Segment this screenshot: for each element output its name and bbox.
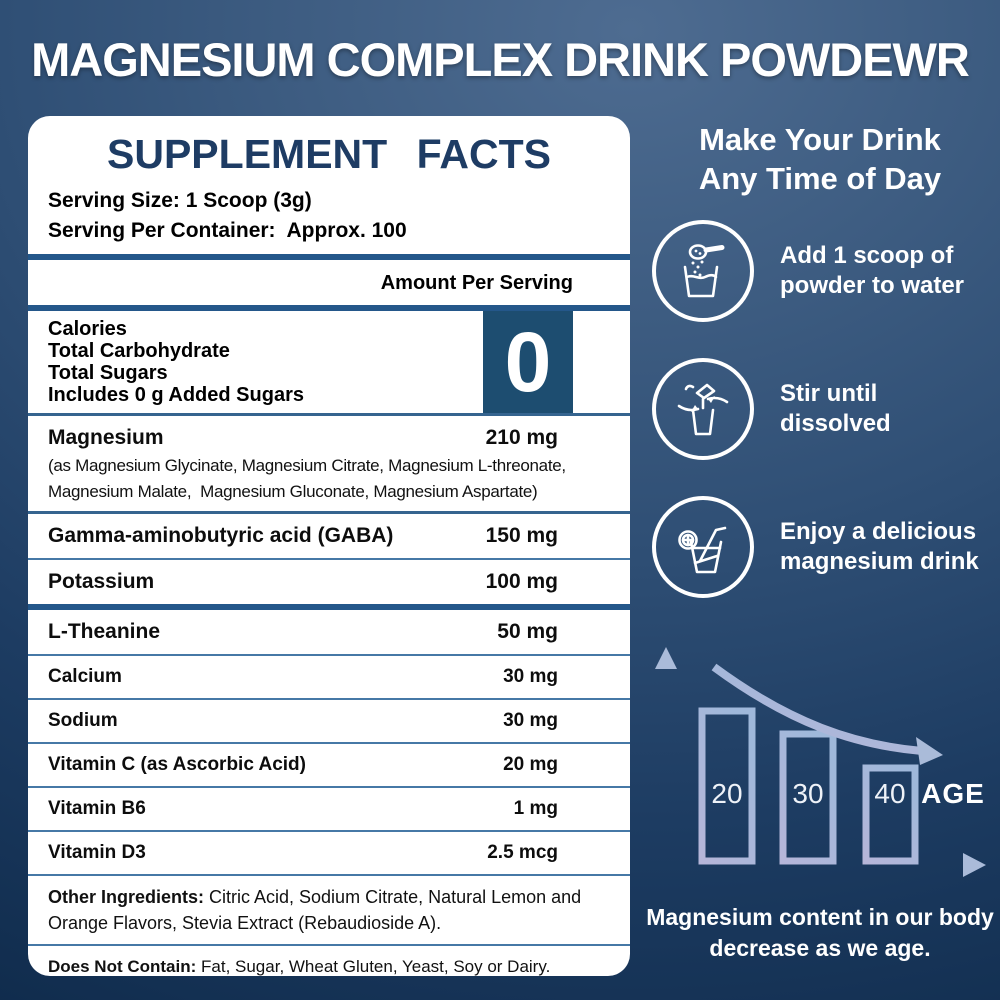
- step-text-line: Add 1 scoop of: [780, 242, 954, 269]
- bar-age-40: [862, 764, 919, 865]
- divider: [28, 254, 630, 260]
- nutrient-row-magnesium: Magnesium 210 mg: [28, 416, 630, 453]
- does-not-contain-label: Does Not Contain:: [48, 957, 197, 976]
- calories-row: Calories Total Carbohydrate Total Sugars…: [28, 311, 630, 413]
- age-axis-label: AGE: [921, 778, 985, 809]
- other-ingredients-label: Other Ingredients:: [48, 887, 205, 907]
- nutrient-row-calcium: Calcium 30 mg: [28, 656, 630, 698]
- page-title: MAGNESIUM COMPLEX DRINK POWDEWR: [31, 33, 970, 86]
- supplement-facts-panel: SUPPLEMENT FACTS Serving Size: 1 Scoop (…: [28, 116, 630, 976]
- nutrient-name: Gamma-aminobutyric acid (GABA): [48, 524, 394, 547]
- amount-per-serving-header: Amount Per Serving: [380, 272, 573, 294]
- zero-value-badge: 0: [483, 311, 573, 413]
- step-text-line: magnesium drink: [780, 548, 979, 575]
- heading-line-1: Make Your Drink: [699, 122, 941, 157]
- drink-glass-icon: [652, 496, 754, 598]
- divider: [28, 305, 630, 311]
- nutrient-row-sodium: Sodium 30 mg: [28, 700, 630, 742]
- does-not-contain-text: Fat, Sugar, Wheat Gluten, Yeast, Soy or …: [196, 957, 551, 976]
- step-text-line: Enjoy a delicious: [780, 518, 977, 545]
- nutrient-amount: 50 mg: [497, 620, 558, 643]
- bar-label-30: 30: [792, 778, 823, 809]
- step-text-line: Stir until: [780, 380, 878, 407]
- added-sugars-label: Includes 0 g Added Sugars: [48, 384, 304, 406]
- divider: [28, 944, 630, 946]
- age-bar-chart: 20 30 40 AGE: [640, 645, 1000, 897]
- nutrient-row-vitamin-d3: Vitamin D3 2.5 mcg: [28, 832, 630, 874]
- step-text-line: dissolved: [780, 410, 891, 437]
- divider: [28, 558, 630, 560]
- bar-label-40: 40: [874, 778, 905, 809]
- heading-line-2: Any Time of Day: [698, 161, 942, 196]
- right-heading: Make Your Drink Any Time of Day: [645, 120, 995, 198]
- chart-caption: Magnesium content in our body decrease a…: [632, 902, 1000, 964]
- caption-line-1: Magnesium content in our body: [646, 904, 994, 930]
- bar-age-20: [698, 707, 756, 865]
- nutrient-amount: 210 mg: [485, 426, 558, 449]
- stir-icon: [652, 358, 754, 460]
- step-enjoy: Enjoy a delicious magnesium drink: [652, 496, 1000, 598]
- step-stir: Stir until dissolved: [652, 358, 1000, 460]
- nutrient-name: Vitamin B6: [48, 798, 146, 819]
- divider: [28, 786, 630, 788]
- bar-age-30: [779, 730, 837, 865]
- nutrient-name: Vitamin C (as Ascorbic Acid): [48, 754, 306, 775]
- nutrient-row-vitamin-c: Vitamin C (as Ascorbic Acid) 20 mg: [28, 744, 630, 786]
- nutrient-row-gaba: Gamma-aminobutyric acid (GABA) 150 mg: [28, 514, 630, 558]
- nutrient-name: Sodium: [48, 710, 118, 731]
- nutrient-name: Calcium: [48, 666, 122, 687]
- bar-label-20: 20: [711, 778, 742, 809]
- x-axis-arrowhead: [963, 853, 986, 877]
- servings-per-container: Serving Per Container: Approx. 100: [48, 219, 407, 242]
- divider: [28, 830, 630, 832]
- caption-line-2: decrease as we age.: [709, 935, 931, 961]
- other-ingredients: Other Ingredients: Citric Acid, Sodium C…: [28, 876, 630, 944]
- nutrient-amount: 20 mg: [503, 754, 558, 775]
- trend-arrow: [711, 663, 923, 755]
- nutrient-name: Potassium: [48, 570, 155, 593]
- nutrient-amount: 30 mg: [503, 710, 558, 731]
- divider: [28, 874, 630, 876]
- nutrient-row-l-theanine: L-Theanine 50 mg: [28, 610, 630, 654]
- nutrient-name: L-Theanine: [48, 620, 161, 643]
- serving-size: Serving Size: 1 Scoop (3g): [48, 189, 312, 212]
- nutrient-row-potassium: Potassium 100 mg: [28, 560, 630, 604]
- nutrient-amount: 150 mg: [485, 524, 558, 547]
- step-add-scoop: Add 1 scoop of powder to water: [652, 220, 1000, 322]
- calories-label: Calories: [48, 318, 127, 340]
- total-sugars-label: Total Sugars: [48, 362, 168, 384]
- nutrient-name: Vitamin D3: [48, 842, 146, 863]
- divider: [28, 742, 630, 744]
- does-not-contain: Does Not Contain: Fat, Sugar, Wheat Glut…: [28, 946, 630, 976]
- step-text-line: powder to water: [780, 272, 965, 299]
- supplement-facts-title: SUPPLEMENT FACTS: [107, 131, 551, 177]
- trend-arrowhead: [916, 737, 943, 765]
- y-axis-arrowhead: [655, 647, 677, 669]
- nutrient-amount: 30 mg: [503, 666, 558, 687]
- nutrient-amount: 100 mg: [485, 570, 558, 593]
- magnesium-forms: (as Magnesium Glycinate, Magnesium Citra…: [48, 456, 571, 501]
- usage-steps: Add 1 scoop of powder to water Stir unti…: [652, 220, 1000, 634]
- total-carbohydrate-label: Total Carbohydrate: [48, 340, 230, 362]
- divider: [28, 698, 630, 700]
- divider: [28, 654, 630, 656]
- divider: [28, 413, 630, 416]
- scoop-pour-icon: [652, 220, 754, 322]
- nutrient-name: Magnesium: [48, 426, 164, 449]
- other-ingredients-text: Citric Acid, Sodium Citrate, Natural Lem…: [48, 887, 582, 933]
- nutrient-amount: 2.5 mcg: [487, 842, 558, 863]
- divider: [28, 511, 630, 514]
- nutrient-row-vitamin-b6: Vitamin B6 1 mg: [28, 788, 630, 830]
- divider: [28, 604, 630, 610]
- nutrient-amount: 1 mg: [513, 798, 558, 819]
